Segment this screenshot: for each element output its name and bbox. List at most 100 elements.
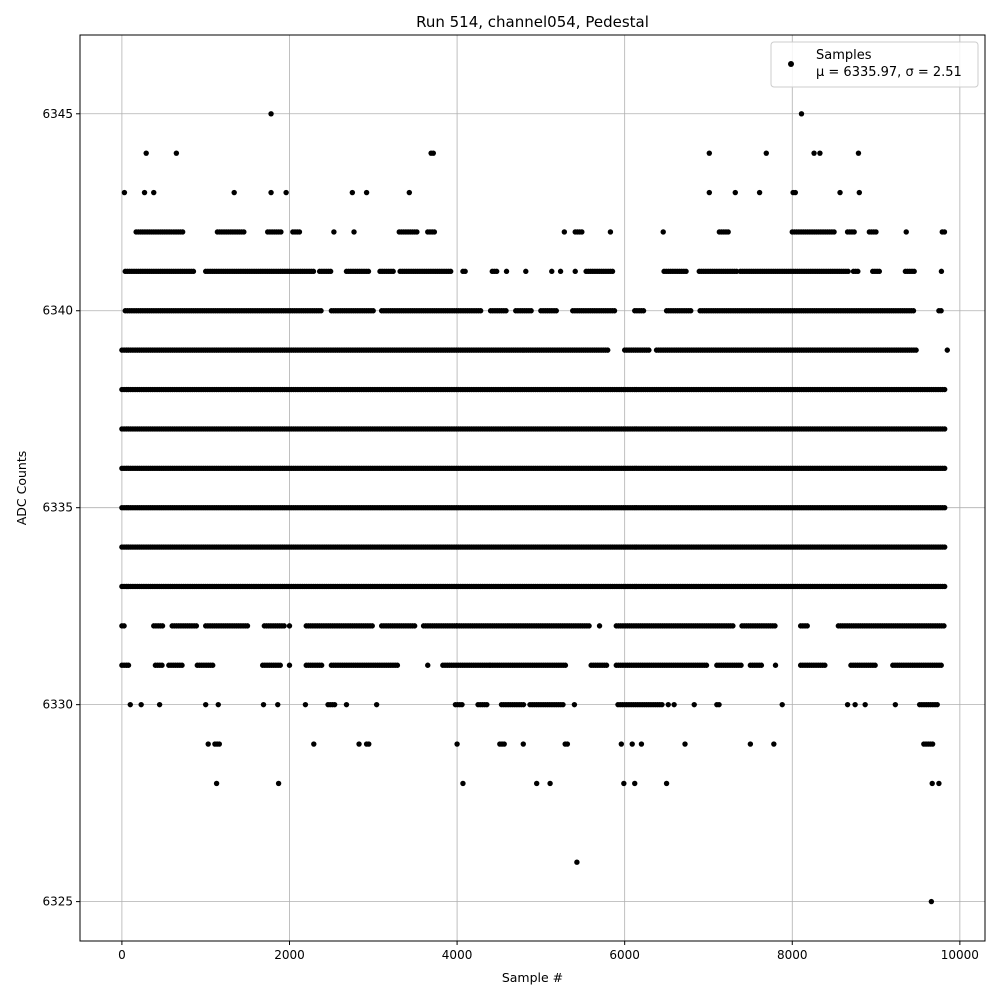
data-point [845,268,851,275]
data-point [159,623,166,629]
x-tick-label: 8000 [777,948,808,962]
data-point [311,741,317,747]
data-point [562,662,569,668]
data-point [646,347,652,353]
data-point [640,308,647,314]
data-point [682,741,688,747]
data-point [193,623,200,629]
data-point [663,780,670,787]
data-point [659,701,665,708]
data-point [366,741,372,747]
grid-lines [80,35,985,941]
legend-stats: μ = 6335.97, σ = 2.51 [816,65,962,80]
data-point [213,780,220,787]
data-point [523,268,529,275]
data-point [414,229,420,235]
data-point [586,623,592,629]
x-axis-ticks: 0 2000 4000 6000 8000 10000 [118,941,979,962]
data-point [460,780,466,787]
data-point [210,662,216,668]
data-point [351,229,357,235]
data-point [706,189,713,196]
x-tick-label: 4000 [442,948,473,962]
legend-marker [788,61,794,67]
data-point [910,308,917,314]
data-point [609,268,616,275]
data-point [459,701,465,708]
data-point [244,623,251,629]
data-point [929,780,935,787]
data-point [141,189,148,196]
data-point [275,701,281,708]
data-point [941,386,948,393]
chart-title: Run 514, channel054, Pedestal [416,13,649,31]
y-tick-label: 6335 [42,501,73,515]
data-point [876,268,883,275]
y-tick-label: 6345 [42,107,73,121]
data-point [771,741,777,747]
data-point [327,268,334,275]
data-point [844,701,851,708]
data-point [872,662,878,668]
data-point [756,189,763,196]
legend-label: Samples [816,48,872,63]
data-point [406,189,413,196]
data-point [574,859,580,865]
data-point [572,268,578,275]
data-point [691,701,697,708]
data-point [792,189,799,196]
data-point [121,623,127,629]
data-point [425,662,431,668]
data-point [683,268,689,275]
data-point [179,662,185,668]
data-point [688,308,694,314]
data-point [706,150,713,156]
y-tick-label: 6330 [42,698,73,712]
data-point [603,662,610,668]
data-point [855,150,862,156]
data-point [763,150,769,156]
data-point [941,465,948,472]
data-point [703,662,710,668]
data-point [892,701,899,708]
data-point [241,229,247,235]
data-point [283,189,289,196]
data-point [231,189,237,196]
data-point [331,701,338,708]
data-point [638,741,645,747]
data-point [430,150,437,156]
legend: Samples μ = 6335.97, σ = 2.51 [770,41,979,88]
data-point [730,623,736,629]
data-point [503,268,510,275]
x-tick-label: 0 [118,948,126,962]
data-point [448,268,454,275]
y-tick-label: 6325 [42,895,73,909]
data-point [138,701,144,708]
x-axis-label: Sample # [502,970,563,985]
data-point [373,701,380,708]
data-point [758,662,765,668]
data-point [938,268,945,275]
data-point [611,308,618,314]
data-point [851,229,857,235]
data-point [356,741,362,747]
data-point [202,701,209,708]
data-point [286,662,293,668]
x-tick-label: 10000 [941,948,979,962]
data-point [277,662,283,668]
data-point [127,701,133,708]
data-point [629,741,635,747]
data-point [856,189,863,196]
data-point [822,662,828,668]
data-point [944,347,950,353]
data-point [484,701,490,708]
plot-frame [79,34,986,942]
data-point [553,308,559,314]
data-point [547,780,553,787]
data-point [477,308,484,314]
data-point [941,623,947,629]
data-point [936,780,942,787]
data-point [190,268,197,275]
data-point [911,268,917,275]
data-point [520,741,526,747]
